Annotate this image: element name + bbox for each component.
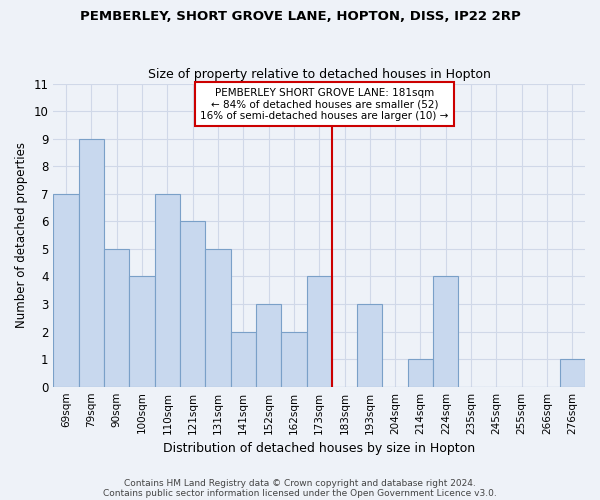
Bar [180, 222, 205, 386]
Text: PEMBERLEY, SHORT GROVE LANE, HOPTON, DISS, IP22 2RP: PEMBERLEY, SHORT GROVE LANE, HOPTON, DIS… [80, 10, 520, 23]
Bar [104, 249, 130, 386]
Text: Contains public sector information licensed under the Open Government Licence v3: Contains public sector information licen… [103, 488, 497, 498]
Bar [230, 332, 256, 386]
Text: Contains HM Land Registry data © Crown copyright and database right 2024.: Contains HM Land Registry data © Crown c… [124, 478, 476, 488]
Bar [155, 194, 180, 386]
Text: PEMBERLEY SHORT GROVE LANE: 181sqm
← 84% of detached houses are smaller (52)
16%: PEMBERLEY SHORT GROVE LANE: 181sqm ← 84%… [200, 88, 448, 121]
Bar [307, 276, 332, 386]
X-axis label: Distribution of detached houses by size in Hopton: Distribution of detached houses by size … [163, 442, 475, 455]
Y-axis label: Number of detached properties: Number of detached properties [15, 142, 28, 328]
Bar [560, 359, 585, 386]
Bar [408, 359, 433, 386]
Bar [433, 276, 458, 386]
Bar [53, 194, 79, 386]
Bar [130, 276, 155, 386]
Bar [281, 332, 307, 386]
Bar [256, 304, 281, 386]
Bar [79, 138, 104, 386]
Bar [205, 249, 230, 386]
Bar [357, 304, 382, 386]
Title: Size of property relative to detached houses in Hopton: Size of property relative to detached ho… [148, 68, 491, 81]
